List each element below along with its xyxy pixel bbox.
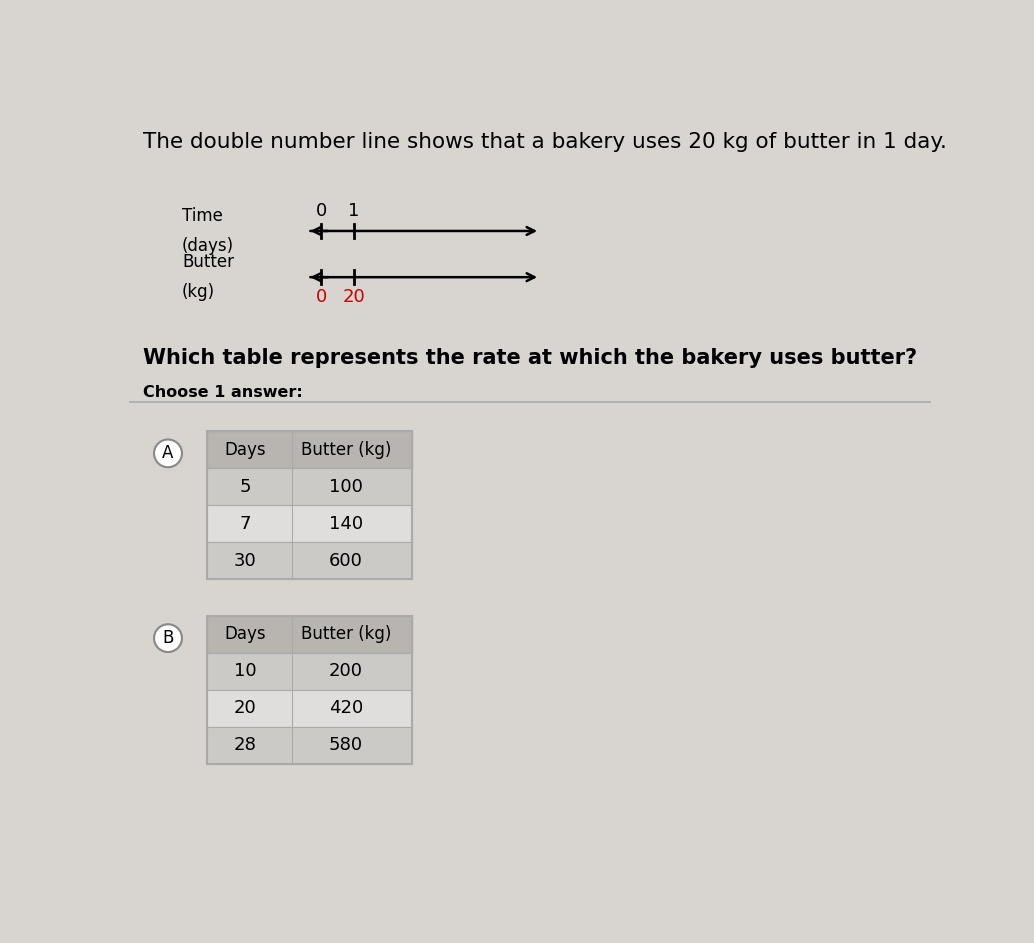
Text: 30: 30 (234, 552, 256, 570)
Text: 20: 20 (234, 700, 256, 718)
Text: Days: Days (224, 440, 266, 458)
Text: 140: 140 (329, 515, 363, 533)
Text: (days): (days) (182, 237, 234, 256)
Text: 5: 5 (239, 477, 251, 496)
Text: Time: Time (182, 207, 222, 224)
Text: Days: Days (224, 625, 266, 643)
Bar (207, 653, 413, 690)
Text: 580: 580 (329, 736, 363, 754)
Text: 7: 7 (239, 515, 251, 533)
Text: 28: 28 (234, 736, 256, 754)
Bar (207, 542, 413, 579)
Text: Butter (kg): Butter (kg) (301, 440, 391, 458)
Bar (207, 690, 413, 727)
Bar (207, 727, 413, 764)
Bar (207, 431, 413, 579)
Text: Butter (kg): Butter (kg) (301, 625, 391, 643)
Text: Which table represents the rate at which the bakery uses butter?: Which table represents the rate at which… (143, 348, 917, 368)
Text: 420: 420 (329, 700, 363, 718)
Text: B: B (162, 629, 174, 647)
Text: 600: 600 (329, 552, 363, 570)
Text: 200: 200 (329, 662, 363, 681)
Text: 10: 10 (234, 662, 256, 681)
Circle shape (154, 624, 182, 652)
Bar (207, 616, 413, 764)
Bar (207, 431, 413, 468)
Bar (207, 616, 413, 653)
Text: (kg): (kg) (182, 283, 215, 302)
Text: The double number line shows that a bakery uses 20 kg of butter in 1 day.: The double number line shows that a bake… (143, 132, 947, 153)
Text: 100: 100 (329, 477, 363, 496)
Text: 0: 0 (315, 202, 327, 220)
Text: Butter: Butter (182, 253, 234, 271)
Bar (207, 505, 413, 542)
Text: 1: 1 (348, 202, 360, 220)
Circle shape (154, 439, 182, 467)
Text: 20: 20 (342, 288, 365, 306)
Bar (207, 468, 413, 505)
Text: 0: 0 (315, 288, 327, 306)
Text: A: A (162, 444, 174, 462)
Text: Choose 1 answer:: Choose 1 answer: (143, 385, 303, 400)
